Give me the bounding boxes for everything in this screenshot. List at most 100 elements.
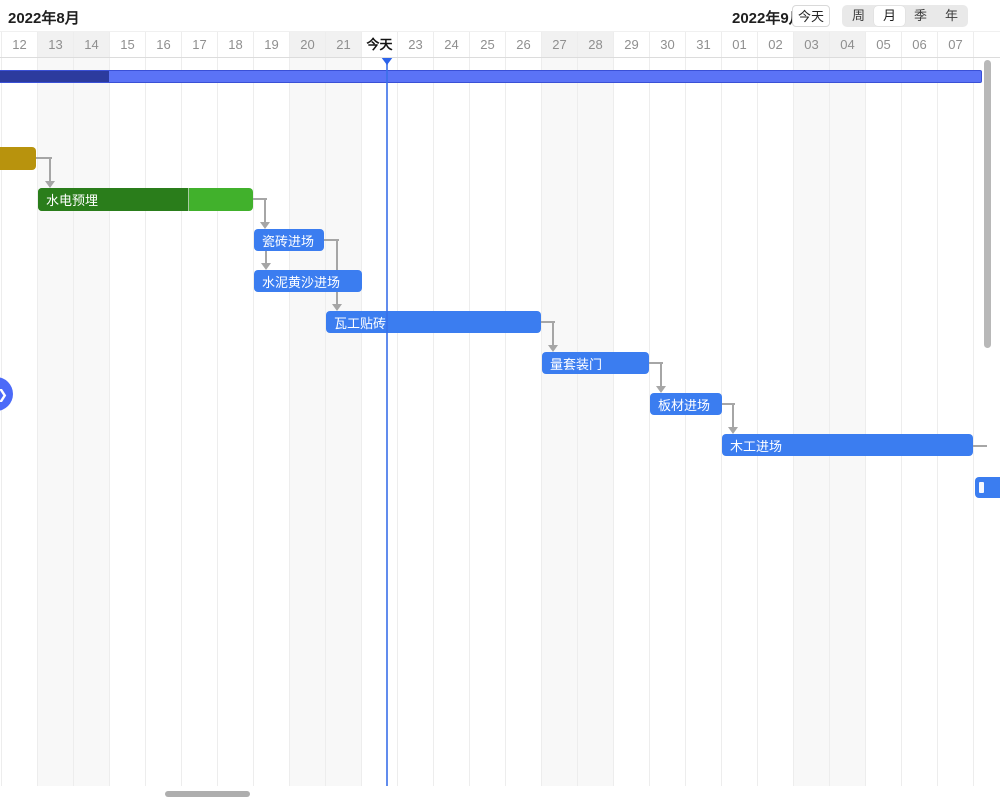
grid-column (577, 57, 613, 786)
view-option-月[interactable]: 月 (874, 6, 905, 26)
month-label-august: 2022年8月 (8, 10, 80, 27)
grid-column (109, 57, 145, 786)
task-mugongjinchang[interactable]: 木工进场 (722, 434, 973, 456)
date-cell: 07 (937, 32, 973, 57)
grid-column (361, 57, 397, 786)
date-cell: 01 (721, 32, 757, 57)
link-cizhuan-to-wagong (324, 239, 339, 241)
month-label-september: 2022年9月 (732, 10, 804, 27)
view-option-年[interactable]: 年 (944, 8, 958, 23)
link-shuidian-to-cizhuan (253, 198, 267, 200)
grid-column (685, 57, 721, 786)
grid-column (901, 57, 937, 786)
date-cell: 31 (685, 32, 721, 57)
link-bancai-to-mugong-arrowhead-icon (728, 427, 738, 434)
today-marker-icon (381, 57, 393, 65)
grid-column (37, 57, 73, 786)
date-cell: 02 (757, 32, 793, 57)
task-cizhuanjinchang[interactable]: 瓷砖进场 (254, 229, 324, 251)
grid-column (721, 57, 757, 786)
link-wagong-to-liangtao (541, 321, 555, 323)
date-cell: 25 (469, 32, 505, 57)
grid-column (793, 57, 829, 786)
grid-column (937, 57, 973, 786)
vertical-scrollbar-thumb[interactable] (984, 60, 991, 348)
date-cell: 23 (397, 32, 433, 57)
task-bancaijinchang-label: 板材进场 (658, 397, 711, 413)
today-button[interactable]: 今天 (792, 5, 830, 27)
grid-column (613, 57, 649, 786)
link-cizhuan-to-wagong-arrowhead-icon (332, 304, 342, 311)
task-liangtaozhuangmen[interactable]: 量套装门 (542, 352, 649, 374)
link-bancai-to-mugong (732, 404, 734, 430)
grid-column (253, 57, 289, 786)
task-shuidianyumai-label: 水电预埋 (46, 193, 99, 208)
date-cell: 21 (325, 32, 361, 57)
grid-column (829, 57, 865, 786)
task-blue-clipped[interactable] (975, 477, 1000, 498)
date-cell: 12 (1, 32, 37, 57)
date-cell: 13 (37, 32, 73, 57)
link-liangtao-to-bancai-arrowhead-icon (656, 386, 666, 393)
view-switcher: 周月季 年 (842, 5, 968, 27)
date-cell: 30 (649, 32, 685, 57)
task-yellow-clipped[interactable] (0, 147, 36, 170)
date-cell: 16 (145, 32, 181, 57)
timeline-header: 2022年8月 2022年9月 今天 周月季 年 12 13 14 15 16 17 18 19… (0, 0, 1000, 58)
expand-panel-button[interactable]: ❯ (0, 377, 13, 411)
view-option-季[interactable]: 季 (913, 8, 927, 23)
grid-column (505, 57, 541, 786)
date-cell-today: 今天 (361, 32, 397, 57)
grid-column (469, 57, 505, 786)
link-cizhuan-to-shuini-arrowhead-icon (261, 263, 271, 270)
link-mugong-to-next (973, 445, 987, 447)
grid-column (397, 57, 433, 786)
task-wagongtiezhuan-label: 瓦工贴砖 (334, 315, 387, 331)
date-cell: 03 (793, 32, 829, 57)
date-cell: 24 (433, 32, 469, 57)
task-shuidianyumai-progress-fill (38, 188, 189, 211)
task-cizhuanjinchang-label: 瓷砖进场 (262, 233, 315, 249)
grid-column (181, 57, 217, 786)
gantt-chart-area: 水电预埋瓷砖进场水泥黄沙进场瓦工贴砖量套装门板材进场木工进场 (0, 57, 1000, 786)
task-shuinihuangshajinchang-label: 水泥黄沙进场 (262, 274, 341, 290)
link-yellow-to-shuidian (36, 157, 52, 159)
date-row: 12 13 14 15 16 17 18 19 20 21 今天 23 24 25 26 27 28 29 30 31… (0, 31, 1000, 58)
horizontal-scrollbar-thumb[interactable] (165, 791, 250, 797)
grid-column (289, 57, 325, 786)
date-cell: 04 (829, 32, 865, 57)
link-yellow-to-shuidian-arrowhead-icon (45, 181, 55, 188)
grid-column (865, 57, 901, 786)
link-wagong-to-liangtao-arrowhead-icon (548, 345, 558, 352)
date-cell: 15 (109, 32, 145, 57)
grid-column (325, 57, 361, 786)
view-option-周[interactable]: 周 (851, 8, 865, 23)
task-liangtaozhuangmen-label: 量套装门 (550, 356, 603, 372)
today-line (386, 57, 388, 786)
chevron-right-icon: ❯ (0, 388, 8, 401)
task-shuinihuangshajinchang[interactable]: 水泥黄沙进场 (254, 270, 362, 292)
grid-column (433, 57, 469, 786)
link-cizhuan-to-shuini (265, 251, 267, 266)
date-cell (973, 32, 1000, 57)
grid-column (757, 57, 793, 786)
date-cell: 20 (289, 32, 325, 57)
link-shuidian-to-cizhuan-arrowhead-icon (260, 222, 270, 229)
task-shuidianyumai[interactable]: 水电预埋 (38, 188, 253, 211)
grid-column (541, 57, 577, 786)
grid-column (649, 57, 685, 786)
link-liangtao-to-bancai (649, 362, 663, 364)
task-wagongtiezhuan[interactable]: 瓦工贴砖 (326, 311, 541, 333)
grid-column (145, 57, 181, 786)
date-cell: 19 (253, 32, 289, 57)
date-cell: 05 (865, 32, 901, 57)
date-cell: 14 (73, 32, 109, 57)
link-bancai-to-mugong (722, 403, 735, 405)
link-wagong-to-liangtao (552, 322, 554, 348)
task-bancaijinchang[interactable]: 板材进场 (650, 393, 722, 415)
grid-column (217, 57, 253, 786)
link-yellow-to-shuidian (49, 158, 51, 184)
date-cell: 29 (613, 32, 649, 57)
project-summary-bar[interactable] (0, 70, 982, 83)
